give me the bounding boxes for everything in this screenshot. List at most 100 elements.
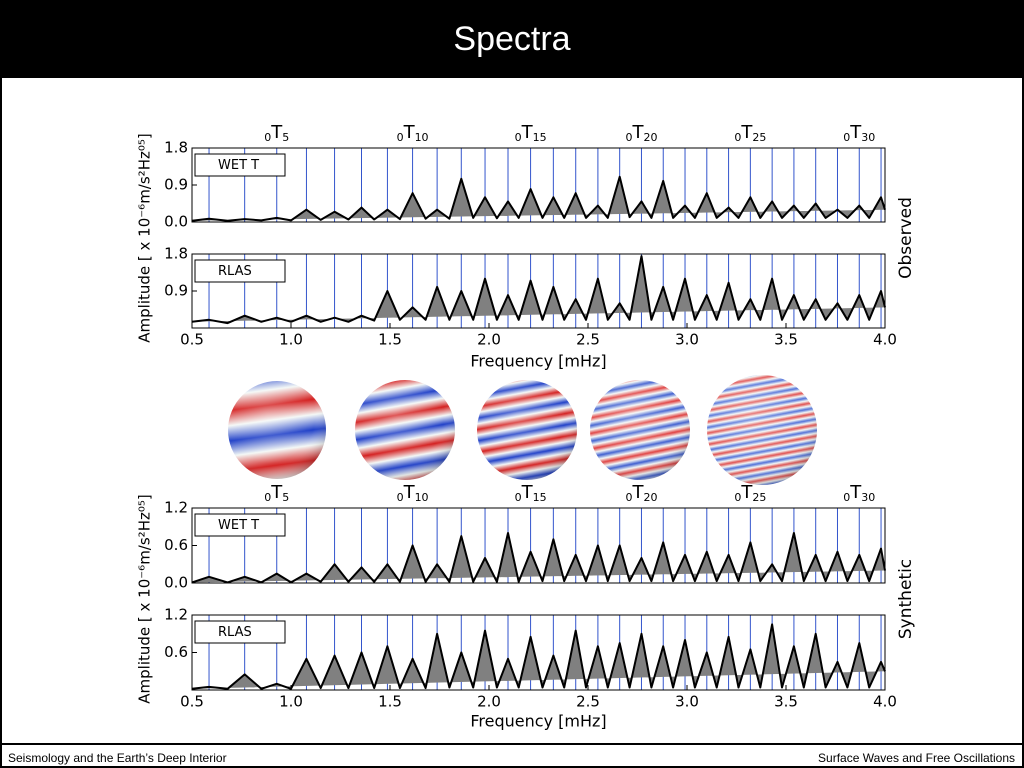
spectrum	[191, 532, 886, 584]
mode-label-degree: 15	[533, 131, 547, 144]
mode-label-order: 0	[843, 131, 850, 144]
x-tick-label: 1.0	[279, 331, 303, 349]
mode-label-order: 0	[515, 491, 522, 504]
legend-box	[194, 259, 286, 283]
mode-label-degree: 5	[282, 131, 289, 144]
mode-label-order: 0	[397, 131, 404, 144]
mode-spheres	[228, 375, 817, 485]
x-tick-label: 3.0	[675, 693, 699, 711]
x-tick-label: 4.0	[873, 331, 897, 349]
mode-label-type: T	[740, 482, 753, 503]
mode-label: 0T10	[397, 482, 429, 504]
x-tick-label: 2.0	[477, 331, 501, 349]
mode-label: 0T30	[843, 122, 875, 144]
mode-label-order: 0	[843, 491, 850, 504]
x-tick-label: 3.5	[774, 693, 798, 711]
spectrum	[191, 175, 886, 222]
sphere-shade	[355, 380, 455, 480]
y-tick-label: 1.8	[164, 245, 188, 263]
legend-box	[194, 620, 286, 644]
x-tick-label: 1.0	[279, 693, 303, 711]
x-tick-label: 2.5	[576, 693, 600, 711]
mode-label-degree: 15	[533, 491, 547, 504]
mode-label-type: T	[849, 482, 862, 503]
mode-label: 0T30	[843, 482, 875, 504]
panel: RLAS 0.6 1.2 0.5 1.0 1.5 2.0 2.5 3.0 3.5 4.0	[164, 606, 897, 711]
x-tick-label: 1.5	[378, 693, 402, 711]
mode-label: 0T20	[625, 482, 657, 504]
mode-label: 0T25	[734, 122, 766, 144]
mode-label-type: T	[631, 122, 644, 143]
header-bar	[0, 0, 1024, 77]
x-tick-label: 2.0	[477, 693, 501, 711]
panel: RLAS 0.9 1.8 0.5 1.0 1.5 2.0 2.5 3.0 3.5 4.0	[164, 245, 897, 349]
mode-label-type: T	[740, 122, 753, 143]
mode-label-degree: 5	[282, 491, 289, 504]
footer-right: Surface Waves and Free Oscillations	[818, 751, 1015, 765]
y-axis-label: Amplitude [ x 10⁻⁶m/s²Hz⁰⁵]	[136, 133, 154, 342]
y-tick-label: 0.0	[164, 574, 188, 592]
group-label: Observed	[896, 197, 916, 279]
mode-label-type: T	[521, 122, 534, 143]
y-tick-label: 0.6	[164, 643, 188, 661]
mode-label-degree: 20	[643, 491, 657, 504]
mode-label-type: T	[631, 482, 644, 503]
mode-label-order: 0	[734, 131, 741, 144]
mode-label: 0T25	[734, 482, 766, 504]
mode-label-type: T	[521, 482, 534, 503]
y-tick-label: 1.2	[164, 499, 188, 517]
mode-label-order: 0	[734, 491, 741, 504]
y-tick-label: 0.9	[164, 176, 188, 194]
legend-label: RLAS	[218, 264, 252, 279]
mode-label: 0T15	[515, 122, 547, 144]
x-axis-label: Frequency [mHz]	[470, 352, 606, 371]
mode-label: 0T10	[397, 122, 429, 144]
sphere-shade	[707, 375, 817, 485]
x-axis-label: Frequency [mHz]	[470, 712, 606, 731]
slide-border	[0, 76, 1024, 768]
mode-label-degree: 30	[861, 491, 875, 504]
mode-label: 0T15	[515, 482, 547, 504]
y-tick-label: 1.8	[164, 139, 188, 157]
y-tick-label: 1.2	[164, 606, 188, 624]
mode-label-degree: 10	[415, 491, 429, 504]
mode-label-order: 0	[397, 491, 404, 504]
x-tick-label: 2.5	[576, 331, 600, 349]
mode-label: 0T5	[264, 122, 289, 144]
slide-title: Spectra	[453, 20, 570, 58]
mode-label-degree: 25	[752, 491, 766, 504]
x-tick-label: 3.0	[675, 331, 699, 349]
mode-label-degree: 10	[415, 131, 429, 144]
x-tick-label: 4.0	[873, 693, 897, 711]
mode-label-type: T	[270, 122, 283, 143]
mode-label-type: T	[849, 122, 862, 143]
y-tick-label: 0.6	[164, 536, 188, 554]
mode-label-degree: 30	[861, 131, 875, 144]
legend-label: WET T	[218, 518, 259, 533]
legend-label: RLAS	[218, 625, 252, 640]
legend-box	[194, 513, 286, 537]
mode-label-type: T	[403, 482, 416, 503]
x-tick-label: 3.5	[774, 331, 798, 349]
x-tick-label: 0.5	[180, 331, 204, 349]
sphere-shade	[228, 381, 326, 479]
footer-left: Seismology and the Earth’s Deep Interior	[8, 751, 227, 765]
sphere-shade	[477, 380, 577, 480]
spectrum	[191, 255, 886, 325]
sphere-shade	[590, 380, 690, 480]
legend-label: WET T	[218, 158, 259, 173]
y-tick-label: 0.0	[164, 213, 188, 231]
mode-label-order: 0	[625, 131, 632, 144]
y-axis-label: Amplitude [ x 10⁻⁶m/s²Hz⁰⁵]	[136, 494, 154, 703]
mode-label-order: 0	[625, 491, 632, 504]
mode-label: 0T5	[264, 482, 289, 504]
spectrum	[191, 623, 886, 690]
mode-label-order: 0	[515, 131, 522, 144]
mode-label-order: 0	[264, 131, 271, 144]
mode-label: 0T20	[625, 122, 657, 144]
x-tick-label: 1.5	[378, 331, 402, 349]
